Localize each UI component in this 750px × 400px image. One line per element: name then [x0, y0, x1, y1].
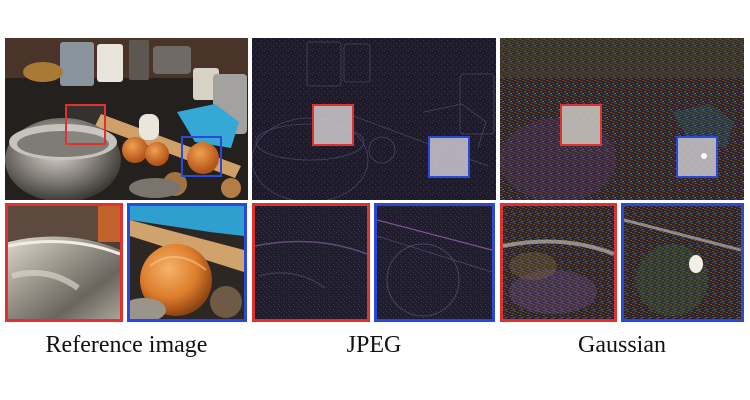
jpeg-error-map: [252, 38, 496, 200]
reference-crop-blue: [127, 203, 247, 322]
blue-region-box: [181, 136, 222, 177]
red-region-box: [560, 104, 602, 146]
reference-image: [5, 38, 248, 200]
gaussian-crop-red: [500, 203, 617, 322]
red-region-box: [312, 104, 354, 146]
red-region-box: [65, 104, 106, 145]
blue-region-box: [676, 136, 718, 178]
reference-crop-red: [5, 203, 123, 322]
jpeg-crop-blue: [374, 203, 495, 322]
caption-jpeg: JPEG: [346, 332, 402, 358]
blue-region-box: [428, 136, 470, 178]
gaussian-error-map: [500, 38, 744, 200]
gaussian-crop-blue: [621, 203, 744, 322]
caption-reference-image: Reference image: [45, 332, 208, 358]
jpeg-crop-red: [252, 203, 370, 322]
caption-gaussian: Gaussian: [578, 332, 666, 358]
